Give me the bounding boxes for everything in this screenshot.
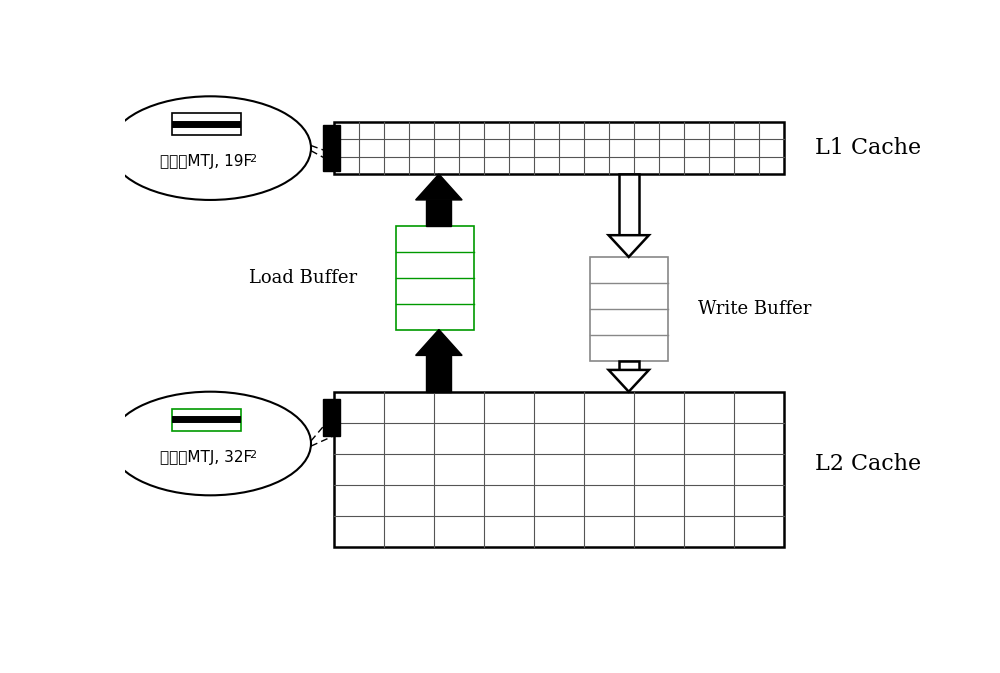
Text: 小尺寸MTJ, 19F: 小尺寸MTJ, 19F <box>160 154 252 170</box>
Polygon shape <box>416 174 462 200</box>
Bar <box>396 226 474 330</box>
Text: Load Buffer: Load Buffer <box>249 269 358 287</box>
Bar <box>334 122 784 174</box>
Text: L2 Cache: L2 Cache <box>815 453 921 475</box>
Bar <box>619 361 639 370</box>
Text: 大尺寸MTJ, 32F: 大尺寸MTJ, 32F <box>160 450 252 465</box>
Bar <box>334 392 784 547</box>
Polygon shape <box>416 330 462 355</box>
Bar <box>172 114 241 135</box>
Text: L1 Cache: L1 Cache <box>815 137 921 159</box>
Bar <box>590 257 668 361</box>
Ellipse shape <box>110 96 311 200</box>
Text: 2: 2 <box>249 154 256 164</box>
Bar <box>619 174 639 235</box>
Polygon shape <box>609 235 649 257</box>
Bar <box>426 200 451 226</box>
Bar <box>426 355 451 392</box>
Text: 2: 2 <box>249 450 256 460</box>
Text: Write Buffer: Write Buffer <box>698 299 812 318</box>
Bar <box>323 125 340 172</box>
Polygon shape <box>609 370 649 392</box>
Ellipse shape <box>110 392 311 495</box>
Bar <box>172 409 241 431</box>
Bar <box>323 400 340 435</box>
